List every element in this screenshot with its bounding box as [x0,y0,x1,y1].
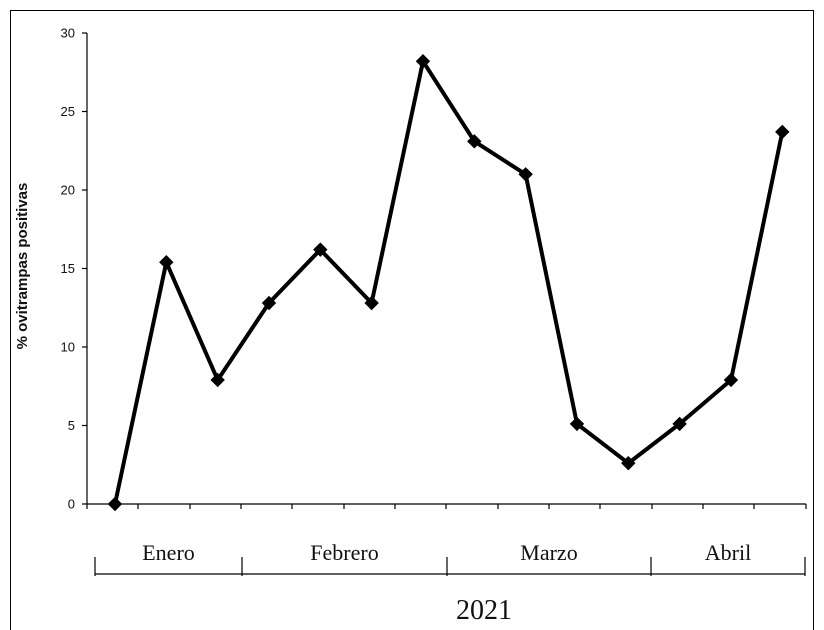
month-label-febrero: Febrero [310,540,378,565]
axes: 0 5 10 15 20 25 30 [10,10,814,630]
month-label-enero: Enero [142,540,195,565]
y-tick-label: 15 [61,261,75,276]
series-line-0 [113,59,785,506]
y-axis-title: % ovitrampas positivas [14,183,31,350]
y-tick-label: 10 [61,340,75,355]
data-point-marker [313,242,328,257]
data-point-marker [159,255,174,270]
month-label-abril: Abril [705,540,751,565]
y-tick-label: 20 [61,183,75,198]
data-point-marker [364,295,379,311]
chart-frame [10,10,814,630]
data-point-marker [107,496,123,512]
data-point-marker [569,416,585,432]
data-point-marker [210,372,225,388]
y-tick-label: 5 [68,418,75,433]
y-tick-label: 25 [61,104,75,119]
x-axis-title: 2021 [456,595,512,626]
data-point-marker [467,134,482,149]
labels: % ovitrampas positivas Enero Febrero Marzo A… [14,183,751,626]
data-point-marker [775,124,790,140]
data-point-marker [672,416,687,432]
data-point-marker [621,455,636,471]
data-point-marker [518,167,533,182]
y-tick-label: 30 [61,26,75,41]
series-group [107,54,790,512]
data-point-marker [723,372,739,388]
y-tick-label: 0 [68,497,75,512]
month-label-marzo: Marzo [520,540,577,565]
data-point-marker [415,54,431,69]
data-point-marker [261,295,277,311]
